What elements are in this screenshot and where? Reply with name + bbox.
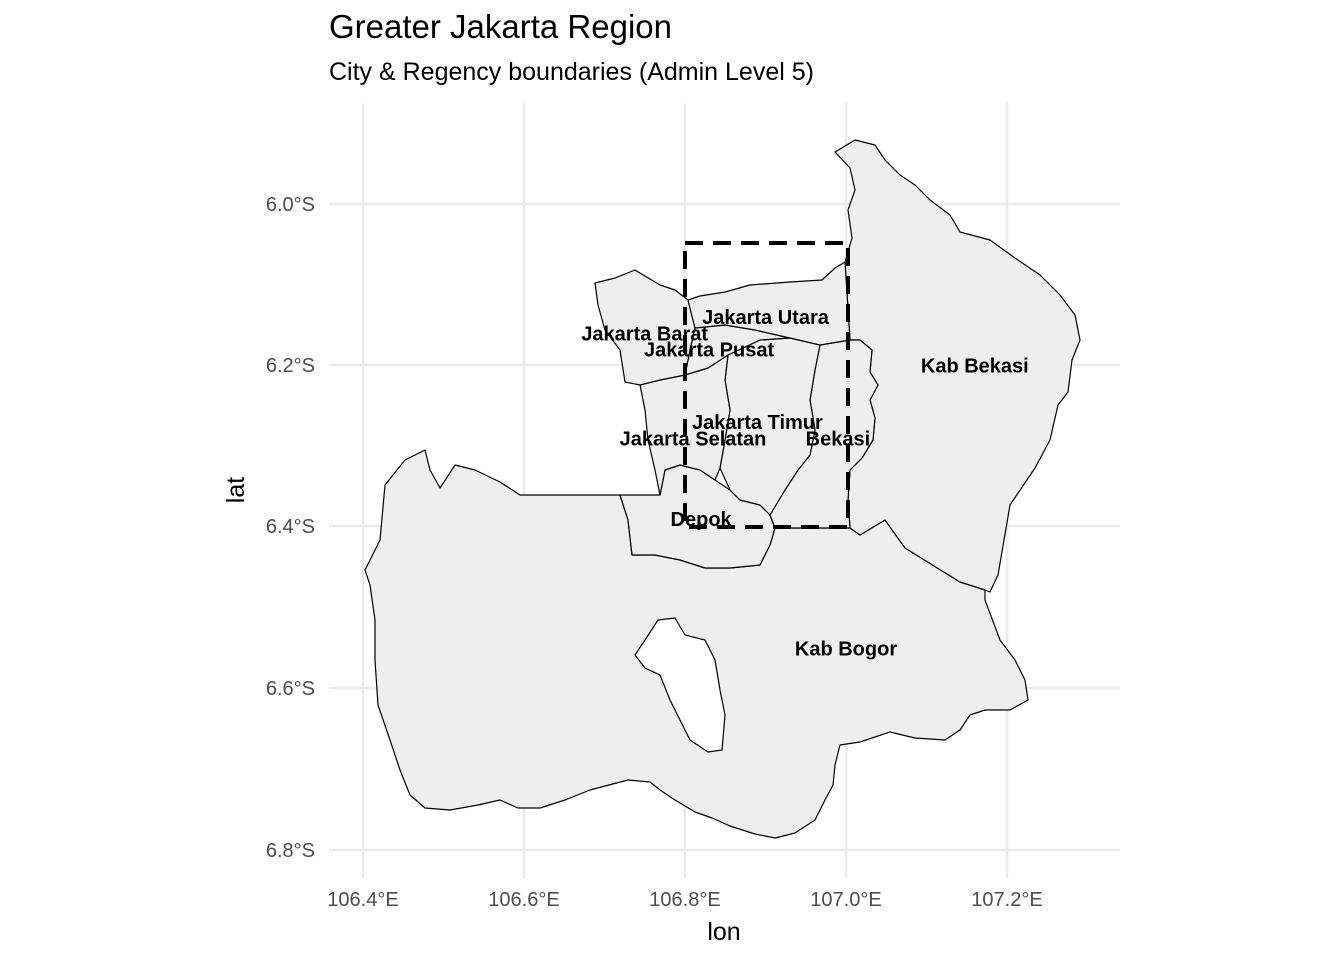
region-polygons xyxy=(364,139,1081,839)
y-axis-ticks: 6.0°S 6.2°S 6.4°S 6.6°S 6.8°S xyxy=(266,194,315,862)
y-tick-label: 6.8°S xyxy=(266,840,315,862)
region-jakarta-utara[interactable] xyxy=(687,261,851,346)
region-label: Jakarta Pusat xyxy=(644,339,774,361)
x-axis-title: lon xyxy=(707,918,740,946)
y-tick-label: 6.6°S xyxy=(266,678,315,700)
region-jakarta-barat[interactable] xyxy=(594,269,696,386)
y-tick-label: 6.0°S xyxy=(266,194,315,216)
region-label: Jakarta Timur xyxy=(692,412,823,434)
y-tick-label: 6.4°S xyxy=(266,516,315,538)
region-label: Jakarta Barat xyxy=(581,323,708,345)
region-label: Kab Bogor xyxy=(795,638,897,660)
y-tick-label: 6.2°S xyxy=(266,355,315,377)
x-tick-label: 106.6°E xyxy=(488,889,559,911)
region-label: Jakarta Utara xyxy=(702,307,830,329)
x-tick-label: 106.4°E xyxy=(327,889,398,911)
x-tick-label: 106.8°E xyxy=(649,889,720,911)
region-label: Bekasi xyxy=(806,428,871,450)
region-label: Depok xyxy=(671,509,733,531)
region-label: Jakarta Selatan xyxy=(620,428,767,450)
map-title: Greater Jakarta Region xyxy=(329,8,673,45)
y-axis-title: lat xyxy=(222,477,250,503)
map-subtitle: City & Regency boundaries (Admin Level 5… xyxy=(329,58,814,86)
lake-enclave xyxy=(634,617,726,753)
x-tick-label: 107.2°E xyxy=(971,889,1042,911)
x-axis-ticks: 106.4°E 106.6°E 106.8°E 107.0°E 107.2°E xyxy=(327,889,1042,911)
x-tick-label: 107.0°E xyxy=(810,889,881,911)
region-label: Kab Bekasi xyxy=(921,356,1029,378)
